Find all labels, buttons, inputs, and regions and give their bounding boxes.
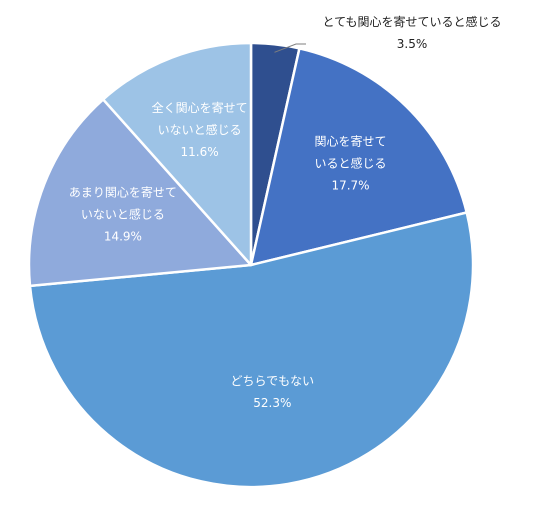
slice-value-label-5: 11.6% — [181, 145, 219, 159]
slice-category-label-1: とても関心を寄せていると感じる — [322, 14, 501, 29]
slice-labels: とても関心を寄せていると感じる 3.5% 関心を寄せていると感じる 17.7% どちらで… — [69, 14, 502, 410]
slice-value-label-4: 14.9% — [104, 230, 142, 244]
slice-category-label-3: どちらでもない — [230, 374, 314, 388]
slice-category-label-2: いると感じる — [314, 156, 386, 171]
slice-category-label-5: 全く関心を寄せて — [152, 100, 248, 115]
pie-slice-3 — [28, 211, 475, 489]
leader-lines — [274, 43, 306, 53]
slice-value-label-2: 17.7% — [331, 179, 369, 193]
pie-slices — [27, 41, 475, 489]
pie-slice-2 — [249, 47, 468, 267]
pie-slice-4 — [27, 98, 253, 288]
pie-slice-5 — [101, 41, 253, 267]
slice-category-label-4: いないと感じる — [81, 207, 165, 222]
slice-category-label-4: あまり関心を寄せて — [69, 185, 177, 200]
slice-category-label-2: 関心を寄せて — [314, 134, 386, 149]
slice-value-label-1: 3.5% — [397, 37, 428, 51]
slice-category-label-5: いないと感じる — [158, 122, 242, 137]
leader-line-1 — [274, 43, 306, 53]
slice-value-label-3: 52.3% — [253, 396, 291, 410]
